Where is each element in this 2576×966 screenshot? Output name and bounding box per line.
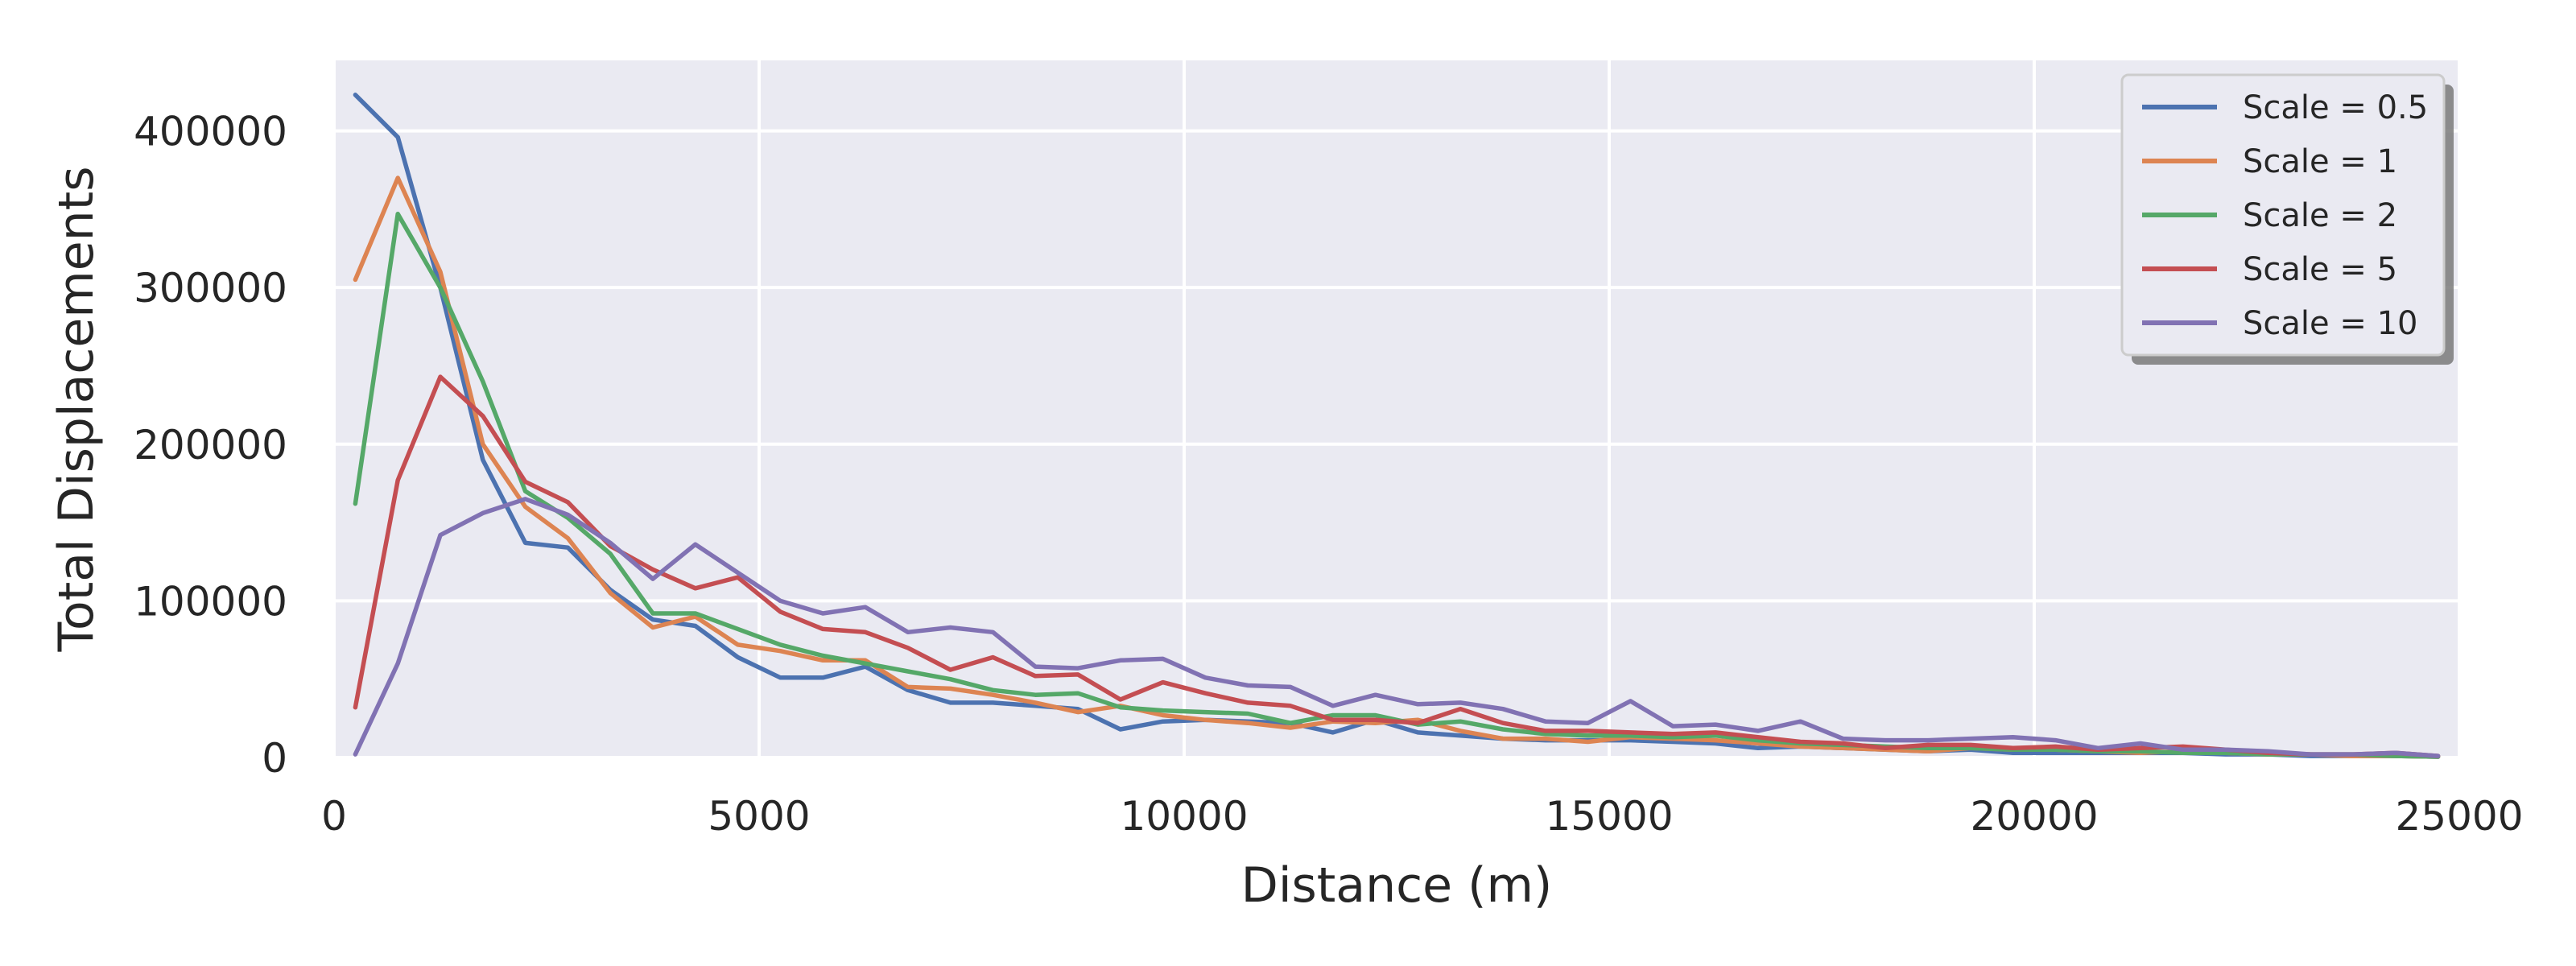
legend-label: Scale = 2 <box>2243 197 2397 234</box>
x-tick-label: 20000 <box>1970 793 2098 840</box>
legend-label: Scale = 10 <box>2243 305 2417 342</box>
y-tick-label: 200000 <box>134 422 287 469</box>
x-tick-label: 25000 <box>2395 793 2523 840</box>
x-tick-label: 10000 <box>1120 793 1248 840</box>
legend-label: Scale = 0.5 <box>2243 89 2428 126</box>
x-tick-label: 15000 <box>1545 793 1673 840</box>
series-line <box>353 374 2441 758</box>
y-tick-label: 400000 <box>134 109 287 155</box>
tick-labels: 0 5000 10000 15000 20000 25000 0 100000 200000 30… <box>134 109 2523 840</box>
legend-label: Scale = 5 <box>2243 251 2397 288</box>
grid-lines <box>332 60 2461 759</box>
x-tick-label: 0 <box>321 793 347 840</box>
x-tick-label: 5000 <box>708 793 810 840</box>
y-axis-title: Total Displacements <box>48 167 105 653</box>
y-tick-label: 300000 <box>134 265 287 312</box>
series-line <box>353 497 2441 758</box>
legend-box <box>2120 73 2446 357</box>
series-lines <box>353 93 2441 759</box>
y-tick-label: 0 <box>262 735 287 782</box>
x-axis-title: Distance (m) <box>1241 857 1553 914</box>
legend: Scale = 0.5 Scale = 1 Scale = 2 Scale = 5 Sc… <box>2120 73 2454 365</box>
plot-background <box>334 60 2459 758</box>
y-tick-label: 100000 <box>134 578 287 625</box>
legend-label: Scale = 1 <box>2243 143 2397 180</box>
